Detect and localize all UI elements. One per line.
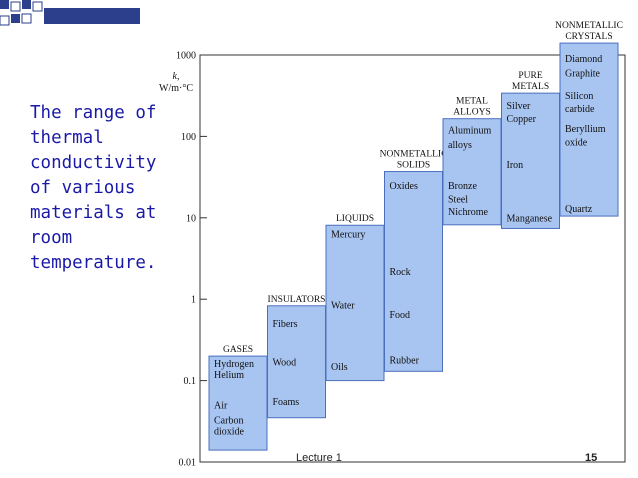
item-label: Hydrogen — [214, 359, 254, 370]
item-label: Foams — [273, 397, 300, 408]
plot-frame — [199, 54, 626, 463]
range-bar — [384, 171, 443, 372]
y-tick-label: 0.1 — [184, 376, 197, 387]
item-label: Beryllium — [565, 124, 606, 135]
category-title: ALLOYS — [453, 108, 490, 118]
item-label: Air — [214, 401, 228, 412]
item-label: Nichrome — [448, 207, 489, 218]
item-label: Rubber — [390, 355, 420, 366]
item-label: Manganese — [507, 213, 553, 224]
item-label: Diamond — [565, 54, 602, 65]
item-label: dioxide — [214, 427, 245, 438]
item-label: Oils — [331, 362, 348, 373]
decorative-squares — [0, 0, 140, 26]
item-label: Mercury — [331, 230, 365, 241]
item-label: Quartz — [565, 204, 593, 215]
category-title: METAL — [456, 97, 488, 107]
category-title: NONMETALLIC — [555, 21, 623, 31]
deco-square — [0, 15, 10, 26]
item-label: Bronze — [448, 181, 477, 192]
y-tick-label: 1 — [191, 295, 196, 306]
category-title: LIQUIDS — [336, 214, 374, 224]
page-number: 15 — [585, 452, 598, 464]
item-label: Steel — [448, 195, 468, 206]
deco-square — [0, 0, 9, 9]
y-tick-label: 10 — [186, 213, 196, 224]
y-tick-label: 100 — [181, 132, 196, 143]
category-title: CRYSTALS — [565, 32, 612, 42]
deco-square — [32, 1, 43, 12]
item-label: Rock — [390, 267, 411, 278]
y-axis-label-units: W/m·°C — [159, 83, 193, 94]
category-title: PURE — [518, 71, 542, 81]
category-title: METALS — [512, 82, 549, 92]
deco-square — [21, 13, 32, 24]
item-label: Helium — [214, 370, 244, 381]
item-label: Carbon — [214, 415, 243, 426]
item-label: oxide — [565, 138, 588, 149]
category-title: NONMETALLIC — [380, 150, 448, 160]
category-title: INSULATORS — [268, 295, 326, 305]
item-label: Silicon — [565, 91, 593, 102]
slide-caption: The range of thermal conductivity of var… — [30, 103, 157, 273]
y-axis-label-symbol: k, — [173, 71, 180, 82]
item-label: Wood — [273, 357, 297, 368]
range-bar — [442, 118, 502, 226]
item-label: carbide — [565, 104, 595, 115]
category-title: SOLIDS — [397, 161, 430, 171]
deco-square — [11, 14, 20, 23]
range-bar — [559, 42, 619, 217]
item-label: Silver — [507, 101, 532, 112]
item-label: Fibers — [273, 319, 298, 330]
y-tick-label: 1000 — [176, 51, 196, 62]
item-label: Oxides — [390, 181, 418, 192]
item-label: Food — [390, 310, 411, 321]
deco-square — [44, 8, 140, 24]
item-label: Water — [331, 300, 355, 311]
range-bar — [501, 92, 560, 229]
range-bar — [208, 355, 268, 451]
footer-lecture-label: Lecture 1 — [296, 452, 342, 464]
item-label: Graphite — [565, 69, 601, 80]
item-label: Copper — [507, 114, 537, 125]
y-tick-label: 0.01 — [179, 458, 197, 469]
item-label: Aluminum — [448, 125, 492, 136]
item-label: alloys — [448, 140, 472, 151]
deco-square — [10, 1, 21, 12]
deco-square — [22, 0, 31, 9]
range-bar — [267, 305, 326, 419]
item-label: Iron — [507, 160, 524, 171]
category-title: GASES — [223, 345, 253, 355]
